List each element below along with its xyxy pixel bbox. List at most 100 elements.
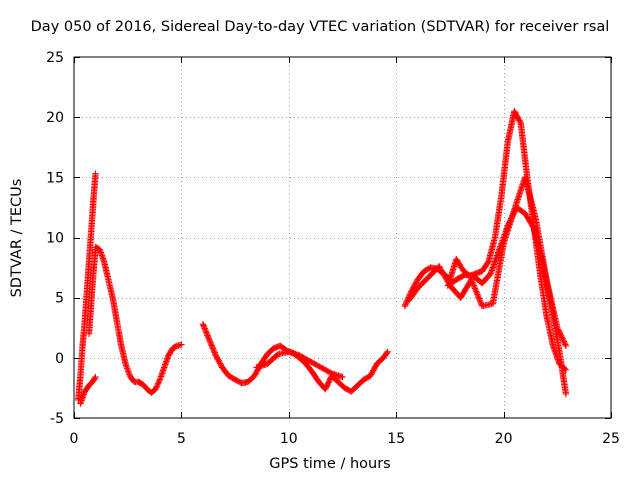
chart-title: Day 050 of 2016, Sidereal Day-to-day VTE…: [30, 19, 610, 35]
data-point: [470, 282, 477, 289]
data-point: [155, 379, 162, 386]
data-point: [509, 212, 516, 219]
data-point: [205, 335, 212, 342]
data-point: [208, 342, 215, 349]
data-point: [211, 350, 219, 358]
x-axis-label: GPS time / hours: [269, 456, 391, 472]
data-point: [327, 369, 334, 376]
data-point: [311, 360, 318, 367]
data-point: [442, 275, 450, 282]
data-point: [469, 280, 477, 288]
data-point: [303, 355, 310, 363]
series-segment-1-spur: [85, 246, 99, 337]
series-segment-4: [401, 107, 570, 374]
series-segment-4-c: [444, 204, 570, 398]
data-point: [92, 170, 99, 177]
data-point: [438, 267, 445, 274]
data-point: [156, 377, 163, 385]
x-tick-label: 0: [70, 431, 79, 447]
data-point: [506, 218, 514, 225]
y-tick-label: 0: [55, 351, 64, 367]
data-point: [320, 365, 327, 373]
data-point: [562, 342, 570, 349]
data-point: [440, 271, 447, 278]
data-point: [402, 301, 409, 308]
data-point: [559, 335, 566, 343]
data-point: [469, 279, 476, 286]
data-point: [439, 270, 447, 277]
data-point: [312, 361, 319, 368]
data-point: [154, 381, 161, 389]
data-point: [202, 328, 210, 335]
data-point: [484, 259, 491, 266]
data-point: [91, 375, 98, 382]
data-point: [153, 383, 161, 390]
data-point: [468, 276, 475, 283]
series-segment-2: [92, 243, 185, 396]
data-point: [439, 268, 446, 276]
data-point: [203, 330, 211, 338]
data-point: [178, 341, 185, 348]
data-point: [204, 332, 211, 339]
data-point: [317, 364, 325, 371]
data-point: [508, 213, 516, 221]
data-point: [316, 363, 323, 370]
data-point: [516, 118, 524, 126]
data-point: [443, 276, 451, 284]
data-point: [209, 345, 217, 352]
data-point: [152, 385, 159, 393]
data-point: [560, 337, 567, 344]
data-point: [508, 215, 515, 222]
data-point: [472, 288, 480, 295]
data-point: [313, 362, 321, 369]
data-point: [384, 348, 391, 356]
data-point: [473, 289, 480, 297]
data-point: [203, 329, 210, 336]
data-point: [505, 220, 512, 228]
y-tick-label: 20: [46, 110, 64, 126]
data-point: [210, 347, 218, 355]
data-point: [471, 285, 479, 292]
data-point: [207, 339, 214, 346]
data-point: [211, 349, 218, 356]
data-point: [562, 341, 569, 348]
data-point: [507, 216, 514, 224]
data-point: [474, 292, 482, 299]
data-point: [472, 286, 479, 294]
data-point: [475, 294, 482, 301]
y-tick-label: 5: [55, 291, 64, 307]
data-point: [204, 333, 212, 341]
data-point: [476, 297, 483, 304]
data-point: [402, 300, 410, 307]
data-point: [471, 283, 478, 291]
data-point: [509, 211, 517, 218]
y-tick-label: -5: [50, 411, 64, 427]
data-point: [562, 366, 570, 374]
data-point: [299, 353, 306, 361]
data-points-layer: [75, 107, 570, 407]
data-point: [560, 338, 568, 345]
data-point: [319, 365, 326, 372]
y-tick-label: 10: [46, 231, 64, 247]
data-point: [383, 349, 390, 357]
plot-border: [73, 56, 612, 419]
data-point: [300, 354, 307, 361]
series-segment-1-rise: [75, 170, 99, 404]
data-point: [325, 368, 333, 376]
data-point: [504, 222, 512, 229]
data-point: [206, 338, 214, 345]
tick-layer: 0 5 10 15 20 25 -5 0 5 10 15 20 25: [46, 50, 620, 447]
data-point: [154, 380, 162, 387]
data-point: [442, 274, 449, 281]
data-point: [339, 373, 346, 381]
data-point: [437, 265, 444, 273]
grid-layer: [74, 57, 611, 418]
series-segment-3: [199, 320, 391, 395]
data-point: [153, 384, 160, 391]
data-point: [305, 357, 313, 364]
data-point: [321, 366, 329, 373]
data-point: [474, 291, 481, 298]
data-point: [200, 323, 208, 331]
data-point: [207, 340, 215, 348]
